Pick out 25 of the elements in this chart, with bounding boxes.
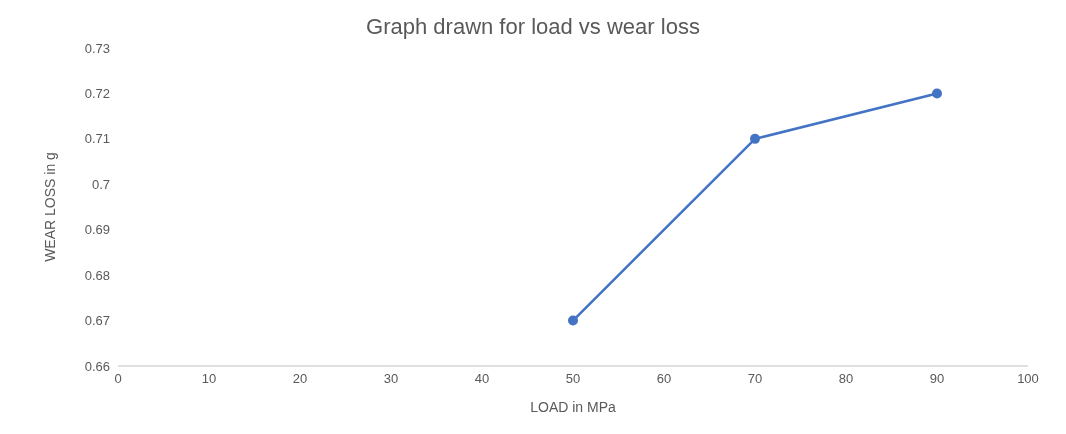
y-tick-label: 0.71 [84, 131, 110, 147]
point [932, 88, 942, 99]
y-tick-label: 0.67 [84, 313, 110, 329]
y-tick-label: 0.73 [84, 40, 110, 56]
y-tick-label: 0.69 [84, 222, 110, 238]
x-tick-label: 30 [383, 371, 399, 387]
x-tick-label: 80 [838, 371, 854, 387]
x-tick-label: 40 [474, 371, 490, 387]
x-tick-label: 90 [929, 371, 945, 387]
point [568, 315, 578, 326]
x-tick-label: 0 [114, 371, 122, 387]
x-tick-label: 100 [1017, 371, 1039, 387]
y-tick-label: 0.7 [91, 176, 110, 192]
x-tick-label: 20 [292, 371, 308, 387]
y-tick-label: 0.66 [84, 358, 110, 374]
x-tick-label: 10 [201, 371, 217, 387]
point [750, 133, 760, 144]
chart-title: Graph drawn for load vs wear loss [366, 14, 700, 39]
x-tick-label: 50 [565, 371, 581, 387]
x-axis-title: LOAD in MPa [530, 399, 616, 415]
y-tick-label: 0.72 [84, 86, 110, 102]
x-tick-label: 60 [656, 371, 672, 387]
x-tick-label: 70 [747, 371, 763, 387]
y-tick-label: 0.68 [84, 267, 110, 283]
y-axis-title: WEAR LOSS in g [41, 152, 58, 262]
